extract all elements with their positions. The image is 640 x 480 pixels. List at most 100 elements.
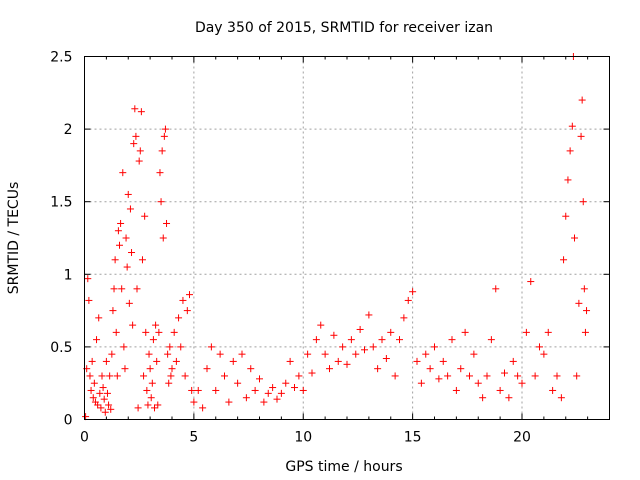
data-point — [117, 219, 125, 227]
data-point — [409, 288, 417, 296]
data-point — [87, 386, 95, 394]
data-point — [157, 198, 165, 206]
data-point — [387, 328, 395, 336]
data-point — [142, 328, 150, 336]
data-point — [120, 343, 128, 351]
data-point — [549, 386, 557, 394]
data-point — [122, 234, 130, 242]
y-tick-label: 2 — [64, 122, 73, 138]
data-point — [121, 365, 129, 373]
data-point — [132, 132, 140, 140]
data-point — [183, 307, 191, 315]
data-point — [156, 169, 164, 177]
data-point — [527, 278, 535, 286]
y-tick-label: 0.5 — [50, 340, 72, 356]
data-point — [136, 147, 144, 155]
data-point — [170, 328, 178, 336]
data-point — [487, 336, 495, 344]
data-point — [396, 336, 403, 344]
data-point — [496, 386, 504, 394]
data-point — [144, 401, 152, 409]
data-point — [100, 395, 108, 403]
data-point — [212, 386, 220, 394]
data-point — [188, 386, 196, 394]
data-point — [286, 357, 294, 365]
data-point — [568, 122, 576, 130]
data-point — [334, 357, 342, 365]
data-point — [119, 169, 127, 177]
data-point — [514, 372, 522, 380]
data-point — [221, 372, 228, 380]
data-point — [82, 413, 90, 421]
data-point — [256, 375, 263, 383]
data-point — [361, 346, 368, 354]
data-point — [118, 285, 126, 293]
data-point — [102, 357, 110, 365]
data-point — [352, 350, 360, 358]
data-point — [190, 398, 198, 406]
data-point — [106, 372, 114, 380]
data-point — [356, 325, 364, 333]
data-point — [143, 386, 151, 394]
data-point — [216, 350, 224, 358]
data-point — [137, 108, 145, 116]
data-point — [374, 365, 382, 373]
data-point — [578, 96, 586, 104]
data-point — [264, 389, 272, 397]
x-tick-label: 0 — [80, 430, 89, 446]
data-point — [129, 321, 137, 329]
data-point — [203, 365, 211, 373]
data-point — [452, 386, 460, 394]
data-point — [145, 350, 153, 358]
y-tick-label: 2.5 — [50, 50, 72, 66]
y-axis-ticks: 0 0.5 1 1.5 2 2.5 — [50, 50, 610, 429]
data-point — [164, 350, 172, 358]
data-point — [88, 357, 96, 365]
data-point — [580, 285, 588, 293]
data-point — [391, 372, 399, 380]
data-point — [94, 401, 102, 409]
x-tick-label: 15 — [404, 430, 422, 446]
data-point — [138, 256, 146, 264]
data-point — [165, 379, 173, 387]
data-point — [560, 256, 568, 264]
data-point — [365, 311, 373, 319]
data-point — [277, 389, 285, 397]
data-point — [179, 296, 187, 304]
data-point — [116, 241, 123, 249]
data-point — [448, 336, 456, 344]
data-point — [186, 291, 193, 299]
x-tick-label: 10 — [294, 430, 312, 446]
data-point — [466, 372, 473, 380]
data-point — [84, 275, 92, 283]
data-point — [312, 336, 320, 344]
data-point — [194, 386, 202, 394]
data-point — [470, 350, 478, 358]
data-point — [413, 357, 421, 365]
data-point — [581, 328, 589, 336]
data-point — [544, 328, 552, 336]
data-point — [158, 147, 166, 155]
data-point — [90, 379, 98, 387]
data-point — [181, 372, 189, 380]
grid-lines — [84, 56, 610, 420]
data-point — [431, 343, 438, 351]
data-point — [564, 176, 572, 184]
data-point — [439, 357, 447, 365]
data-point — [152, 321, 160, 329]
data-point — [444, 372, 452, 380]
data-point — [108, 350, 116, 358]
data-point — [168, 365, 176, 373]
data-point — [141, 212, 149, 220]
data-point — [479, 394, 487, 402]
data-point — [140, 372, 148, 380]
data-point — [282, 379, 290, 387]
data-point — [400, 314, 408, 322]
data-point — [505, 394, 513, 402]
data-point — [308, 369, 316, 377]
data-point — [247, 365, 255, 373]
x-tick-label: 5 — [189, 430, 198, 446]
data-point — [404, 296, 412, 304]
data-point — [123, 263, 131, 271]
data-point — [101, 408, 109, 416]
